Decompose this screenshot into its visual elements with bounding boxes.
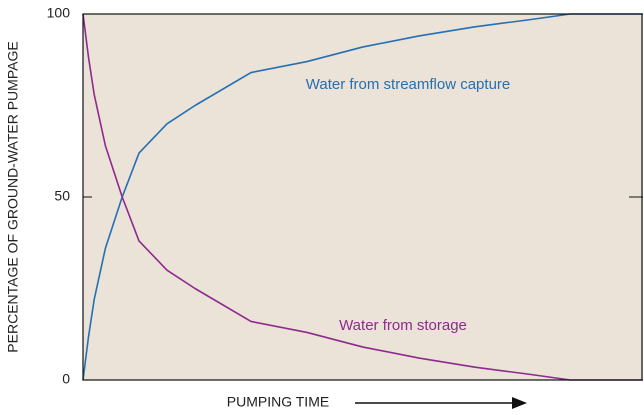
plot-area	[83, 14, 643, 380]
plot-border	[82, 13, 643, 381]
y-tick-label: 50	[54, 188, 70, 204]
series-label: Water from storage	[339, 317, 467, 334]
series-label: Water from streamflow capture	[306, 76, 511, 93]
line-series	[82, 13, 643, 381]
y-axis-label: PERCENTAGE OF GROUND-WATER PUMPAGE	[5, 41, 21, 352]
y-tick-label: 0	[62, 371, 70, 387]
x-arrow-head	[512, 397, 527, 409]
line-series	[82, 13, 643, 381]
x-axis-label: PUMPING TIME	[227, 394, 329, 410]
y-tick-label: 100	[47, 5, 71, 21]
